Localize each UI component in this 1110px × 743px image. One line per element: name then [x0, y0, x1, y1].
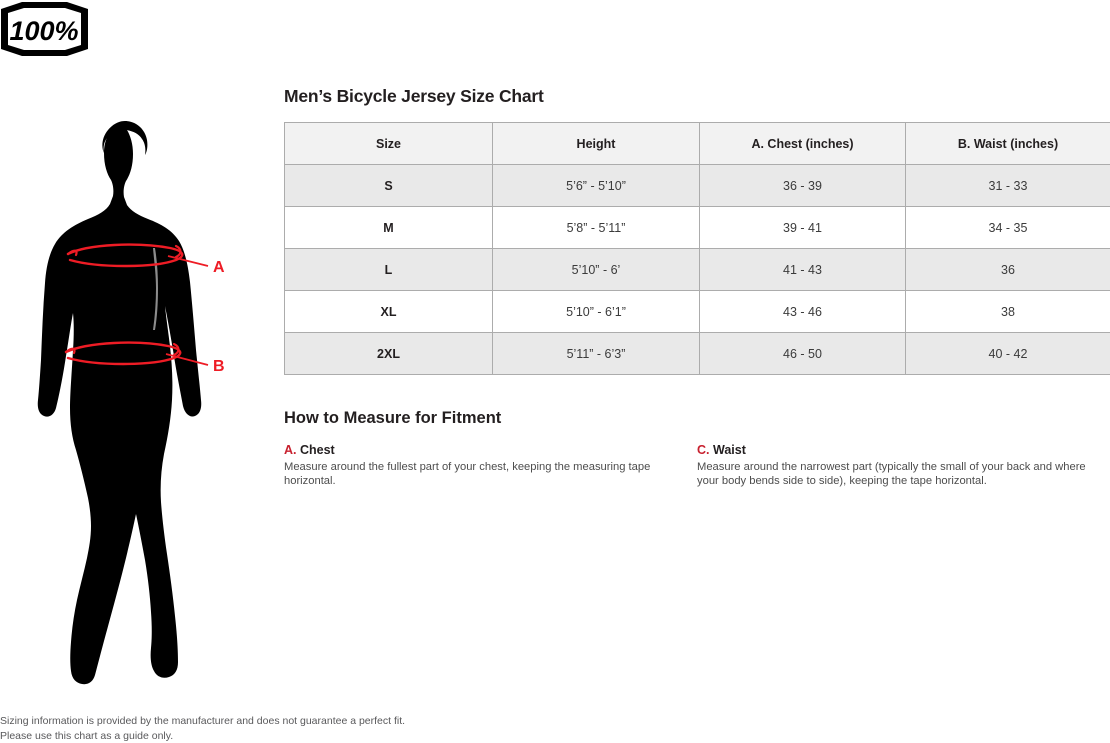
how-to-measure-title: How to Measure for Fitment	[284, 409, 1110, 428]
column-header-size: Size	[285, 123, 493, 165]
disclaimer-line-2: Please use this chart as a guide only.	[0, 729, 600, 743]
logo-text: 100%	[9, 16, 78, 46]
cell-chest: 41 - 43	[700, 249, 906, 291]
table-header-row: Size Height A. Chest (inches) B. Waist (…	[285, 123, 1110, 165]
measure-section-chest: A. Chest Measure around the fullest part…	[284, 442, 697, 488]
measure-waist-heading: C. Waist	[697, 442, 1110, 458]
cell-waist: 31 - 33	[906, 165, 1110, 207]
disclaimer-line-1: Sizing information is provided by the ma…	[0, 714, 600, 729]
cell-waist: 40 - 42	[906, 333, 1110, 375]
table-row: S 5’6” - 5’10” 36 - 39 31 - 33	[285, 165, 1110, 207]
measure-chest-heading: A. Chest	[284, 442, 679, 458]
table-row: L 5’10” - 6’ 41 - 43 36	[285, 249, 1110, 291]
cell-waist: 36	[906, 249, 1110, 291]
cell-size: L	[285, 249, 493, 291]
cell-size: XL	[285, 291, 493, 333]
cell-chest: 36 - 39	[700, 165, 906, 207]
cell-height: 5’10” - 6’	[493, 249, 700, 291]
page-title: Men’s Bicycle Jersey Size Chart	[284, 86, 1110, 106]
cell-chest: 46 - 50	[700, 333, 906, 375]
cell-waist: 34 - 35	[906, 207, 1110, 249]
cell-chest: 39 - 41	[700, 207, 906, 249]
size-chart-content: Men’s Bicycle Jersey Size Chart Size Hei…	[284, 86, 1110, 488]
measure-waist-name: Waist	[713, 443, 746, 457]
brand-logo-100-percent: 100%	[0, 1, 89, 57]
waist-marker-label: B	[213, 358, 225, 375]
measure-chest-letter: A.	[284, 443, 297, 457]
cell-height: 5’6” - 5’10”	[493, 165, 700, 207]
cell-size: S	[285, 165, 493, 207]
table-row: M 5’8” - 5’11” 39 - 41 34 - 35	[285, 207, 1110, 249]
measure-waist-text: Measure around the narrowest part (typic…	[697, 460, 1110, 488]
size-chart-table: Size Height A. Chest (inches) B. Waist (…	[284, 122, 1110, 375]
cell-size: 2XL	[285, 333, 493, 375]
male-body-silhouette	[38, 121, 202, 684]
cell-size: M	[285, 207, 493, 249]
body-silhouette-figure: A B	[18, 108, 263, 693]
column-header-chest: A. Chest (inches)	[700, 123, 906, 165]
measure-waist-letter: C.	[697, 443, 710, 457]
cell-height: 5’8” - 5’11”	[493, 207, 700, 249]
cell-height: 5’10” - 6’1”	[493, 291, 700, 333]
cell-chest: 43 - 46	[700, 291, 906, 333]
disclaimer-footer: Sizing information is provided by the ma…	[0, 714, 600, 743]
table-row: 2XL 5’11” - 6’3” 46 - 50 40 - 42	[285, 333, 1110, 375]
cell-waist: 38	[906, 291, 1110, 333]
column-header-waist: B. Waist (inches)	[906, 123, 1110, 165]
measure-section-waist: C. Waist Measure around the narrowest pa…	[697, 442, 1110, 488]
cell-height: 5’11” - 6’3”	[493, 333, 700, 375]
measure-chest-name: Chest	[300, 443, 335, 457]
table-row: XL 5’10” - 6’1” 43 - 46 38	[285, 291, 1110, 333]
measure-chest-text: Measure around the fullest part of your …	[284, 460, 679, 488]
chest-marker-label: A	[213, 259, 225, 276]
column-header-height: Height	[493, 123, 700, 165]
how-to-measure-sections: A. Chest Measure around the fullest part…	[284, 442, 1110, 488]
